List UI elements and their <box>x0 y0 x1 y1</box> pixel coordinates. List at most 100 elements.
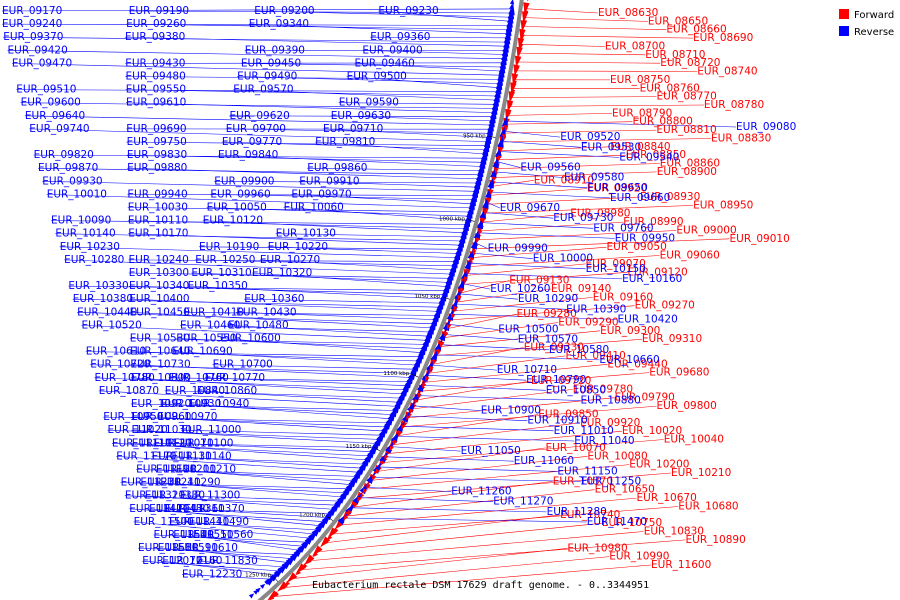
gene-label: EUR_10890 <box>686 534 746 546</box>
gene-label: EUR_09530 <box>581 141 641 153</box>
gene-feature-arrow <box>401 410 411 423</box>
gene-label: EUR_10390 <box>566 303 626 315</box>
leader-line <box>149 508 322 527</box>
leader-line <box>42 181 477 192</box>
gene-label: EUR_11240 <box>140 477 200 489</box>
gene-feature-arrow <box>483 209 489 216</box>
leader-line <box>439 330 601 347</box>
leader-line <box>129 312 433 329</box>
gene-label: EUR_10800 <box>131 372 191 384</box>
leader-line <box>125 102 495 113</box>
leader-line <box>501 138 712 143</box>
gene-label: EUR_09170 <box>2 5 62 17</box>
gene-label: EUR_09590 <box>339 97 399 109</box>
gene-label: EUR_09830 <box>127 149 187 161</box>
gene-feature-arrow <box>397 430 403 436</box>
leader-line <box>390 446 461 452</box>
gene-feature-arrow <box>385 441 394 454</box>
gene-label: EUR_08750 <box>610 74 670 86</box>
gene-label: EUR_11270 <box>493 496 553 508</box>
leader-line <box>323 514 561 544</box>
gene-label: EUR_09190 <box>129 5 189 17</box>
gene-feature-arrow <box>464 257 472 270</box>
gene-feature-arrow <box>450 313 455 319</box>
gene-feature-arrow <box>422 340 427 346</box>
gene-label: EUR_09710 <box>323 123 383 135</box>
leader-line <box>401 425 554 432</box>
gene-label: EUR_09060 <box>660 250 720 262</box>
leader-line <box>497 161 521 168</box>
gene-label: EUR_10000 <box>533 253 593 265</box>
gene-feature-arrow <box>515 66 520 73</box>
gene-feature-arrow <box>496 82 501 89</box>
gene-feature-arrow <box>418 350 423 357</box>
leader-line <box>307 531 644 562</box>
gene-feature-arrow <box>475 177 480 184</box>
leader-line <box>267 246 459 254</box>
gene-feature-arrow <box>501 115 508 128</box>
leader-line <box>77 312 435 325</box>
leader-line <box>20 102 496 109</box>
leader-line <box>521 35 694 39</box>
leader-line <box>125 76 501 80</box>
gene-feature-arrow <box>364 456 369 462</box>
gene-label: EUR_10290 <box>518 293 578 305</box>
gene-feature-arrow <box>333 527 339 534</box>
leader-line <box>225 128 491 134</box>
leader-line <box>459 280 510 294</box>
gene-feature-arrow <box>372 461 382 474</box>
gene-label: EUR_10670 <box>637 492 697 504</box>
leader-line <box>131 443 368 461</box>
gene-feature-arrow <box>422 382 427 389</box>
gene-label: EUR_08650 <box>648 15 708 27</box>
gene-label: EUR_11300 <box>180 490 240 502</box>
leader-line <box>486 196 641 205</box>
leader-line <box>130 377 404 395</box>
gene-label: EUR_11020 <box>108 424 168 436</box>
leader-line <box>307 167 482 171</box>
gene-label: EUR_11150 <box>557 465 617 477</box>
gene-feature-arrow <box>492 155 499 169</box>
gene-feature-arrow <box>516 46 523 60</box>
tick-label: 1100 kbp <box>383 371 409 377</box>
gene-label: EUR_10330 <box>68 280 128 292</box>
leader-line <box>254 10 512 18</box>
tick-mark <box>411 373 419 378</box>
gene-label: EUR_10790 <box>526 374 586 386</box>
gene-label: EUR_10600 <box>221 333 281 345</box>
gene-label: EUR_10700 <box>213 359 273 371</box>
gene-label: EUR_11470 <box>587 516 647 528</box>
leader-line <box>68 285 447 291</box>
gene-feature-arrow <box>466 268 471 275</box>
gene-label: EUR_08770 <box>657 91 717 103</box>
gene-label: EUR_10110 <box>128 215 188 227</box>
gene-feature-arrow <box>463 222 468 228</box>
gene-label: EUR_09810 <box>315 136 375 148</box>
gene-label: EUR_08810 <box>656 124 716 136</box>
gene-feature-arrow <box>327 509 333 516</box>
leader-line <box>3 36 508 43</box>
gene-feature-arrow <box>340 491 346 498</box>
gene-feature-arrow <box>302 541 308 547</box>
gene-feature-arrow <box>429 323 434 329</box>
gene-label: EUR_09940 <box>127 188 187 200</box>
leader-line <box>153 534 308 543</box>
gene-label: EUR_08980 <box>570 208 630 220</box>
gene-feature-arrow <box>509 0 515 5</box>
gene-feature-arrow <box>504 125 509 131</box>
gene-label: EUR_10840 <box>165 385 225 397</box>
leader-line <box>168 377 410 382</box>
legend-forward-label: Forward <box>854 10 894 21</box>
gene-feature-arrow <box>458 237 464 244</box>
gene-label: EUR_10360 <box>244 293 304 305</box>
leader-line <box>520 44 605 47</box>
leader-line <box>331 506 679 535</box>
leader-line <box>142 560 281 572</box>
gene-feature-arrow <box>372 441 378 448</box>
tick-label: 950 kbp <box>463 133 486 139</box>
gene-label: EUR_09790 <box>615 392 675 404</box>
gene-label: EUR_09230 <box>378 5 438 17</box>
gene-label: EUR_09430 <box>125 57 185 69</box>
gene-label: EUR_10270 <box>260 254 320 266</box>
gene-feature-arrow <box>362 488 368 494</box>
